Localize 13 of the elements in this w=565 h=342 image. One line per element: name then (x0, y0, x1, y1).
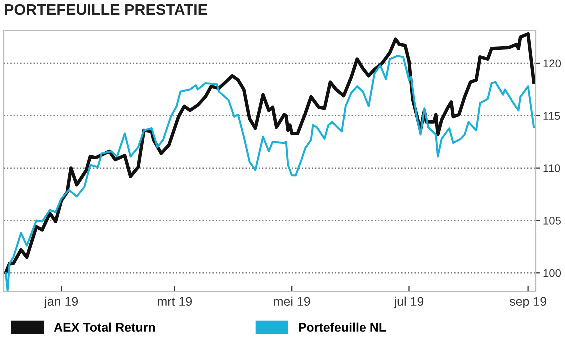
y-tick-label: 105 (544, 216, 562, 225)
y-tick-label: 100 (544, 269, 562, 278)
legend-label: Portefeuille NL (299, 322, 386, 332)
x-tick-label: jan 19 (44, 296, 78, 309)
legend-label: AEX Total Return (54, 322, 156, 332)
y-tick-label: 120 (544, 60, 562, 68)
x-tick-label: mei 19 (274, 296, 310, 306)
x-tick-label: mrt 19 (158, 297, 192, 306)
x-tick-label: jul 19 (394, 296, 424, 309)
x-tick-label: sep 19 (510, 297, 546, 309)
chart-title: PORTEFEUILLE PRESTATIE (5, 4, 208, 16)
y-tick-label: 115 (544, 112, 560, 120)
y-tick-label: 110 (544, 164, 560, 172)
